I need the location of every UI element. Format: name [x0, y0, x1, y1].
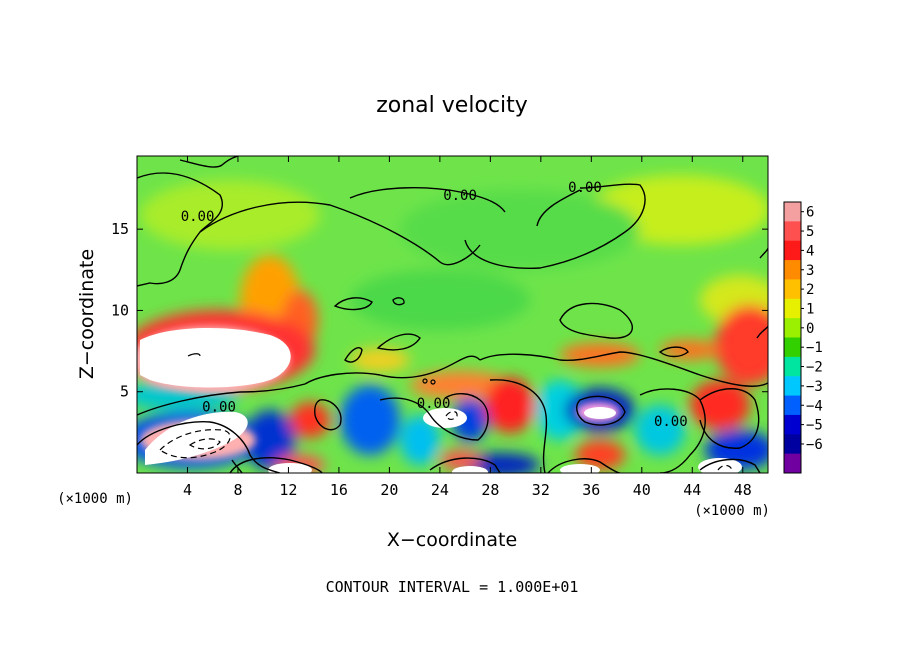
contour-labels: 0.00 0.00 0.00 0.00 0.00 0.00: [181, 180, 688, 430]
colorbar-label: 4: [806, 243, 814, 259]
colorbar-swatch: [784, 221, 801, 242]
colorbar-label: −3: [806, 379, 823, 395]
x-unit-left: (×1000 m): [57, 491, 133, 507]
colorbar-swatch: [784, 434, 801, 455]
x-tick-label: 32: [532, 481, 550, 499]
x-tick-label: 40: [633, 481, 651, 499]
colorbar-label: 6: [806, 205, 814, 221]
colorbar-swatch: [784, 356, 801, 377]
colorbar-label: −4: [806, 398, 823, 414]
y-tick-label: 10: [111, 301, 129, 319]
colorbar-label: −1: [806, 340, 823, 356]
colorbar-swatch: [784, 453, 801, 474]
x-tick-label: 16: [330, 481, 348, 499]
plot-frame: [136, 155, 769, 474]
x-tick-label: 8: [233, 481, 242, 499]
x-unit-right: (×1000 m): [694, 503, 770, 519]
colorbar-label: −2: [806, 360, 823, 376]
colorbar-label: 2: [806, 282, 814, 298]
chart-title: zonal velocity: [376, 93, 528, 118]
colorbar-swatch: [784, 298, 801, 319]
contour-interval-note: CONTOUR INTERVAL = 1.000E+01: [326, 578, 579, 596]
negative-contours: [159, 410, 733, 471]
colorbar-swatch: [784, 318, 801, 338]
colorbar-label: 5: [806, 224, 814, 240]
colorbar-swatch: [784, 260, 801, 280]
colorbar-swatch: [784, 337, 801, 358]
colorbar-label: −5: [806, 418, 823, 434]
velocity-field: [137, 156, 768, 473]
colorbar-frame: [783, 201, 802, 474]
x-axis-label: X−coordinate: [387, 529, 517, 551]
x-tick-label: 4: [183, 481, 192, 499]
x-tick-label: 36: [582, 481, 600, 499]
colorbar-label: 1: [806, 301, 814, 317]
x-axis: 4 8 12 16 20 24 28 32 36 40 44 48: [183, 156, 752, 499]
x-tick-label: 12: [279, 481, 297, 499]
contour-label: 0.00: [654, 414, 688, 430]
contour-label: 0.00: [568, 180, 602, 196]
colorbar-label: −6: [806, 437, 823, 453]
colorbar-swatch: [784, 279, 801, 300]
x-tick-label: 44: [683, 481, 701, 499]
x-tick-label: 28: [481, 481, 499, 499]
colorbar-label: 3: [806, 263, 814, 279]
zero-contours: [137, 156, 768, 473]
colorbar-swatch: [784, 414, 801, 435]
colorbar-swatch: [784, 202, 801, 222]
contour-label: 0.00: [181, 209, 215, 225]
y-axis: 5 10 15: [111, 220, 768, 401]
contour-label: 0.00: [443, 188, 477, 204]
colorbar: 6 5 4 3 2 1 0 −1 −2 −3 −4 −5 −6: [783, 201, 823, 474]
colorbar-swatch: [784, 240, 801, 261]
colorbar-swatch: [784, 395, 801, 416]
y-tick-label: 15: [111, 220, 129, 238]
x-tick-label: 48: [734, 481, 752, 499]
contour-label: 0.00: [202, 399, 236, 415]
contour-label: 0.00: [417, 396, 451, 412]
x-tick-label: 24: [431, 481, 449, 499]
x-tick-label: 20: [380, 481, 398, 499]
colorbar-label: 0: [806, 321, 814, 337]
colorbar-swatch: [784, 376, 801, 397]
y-tick-label: 5: [120, 383, 129, 401]
y-axis-label: Z−coordinate: [76, 249, 98, 379]
